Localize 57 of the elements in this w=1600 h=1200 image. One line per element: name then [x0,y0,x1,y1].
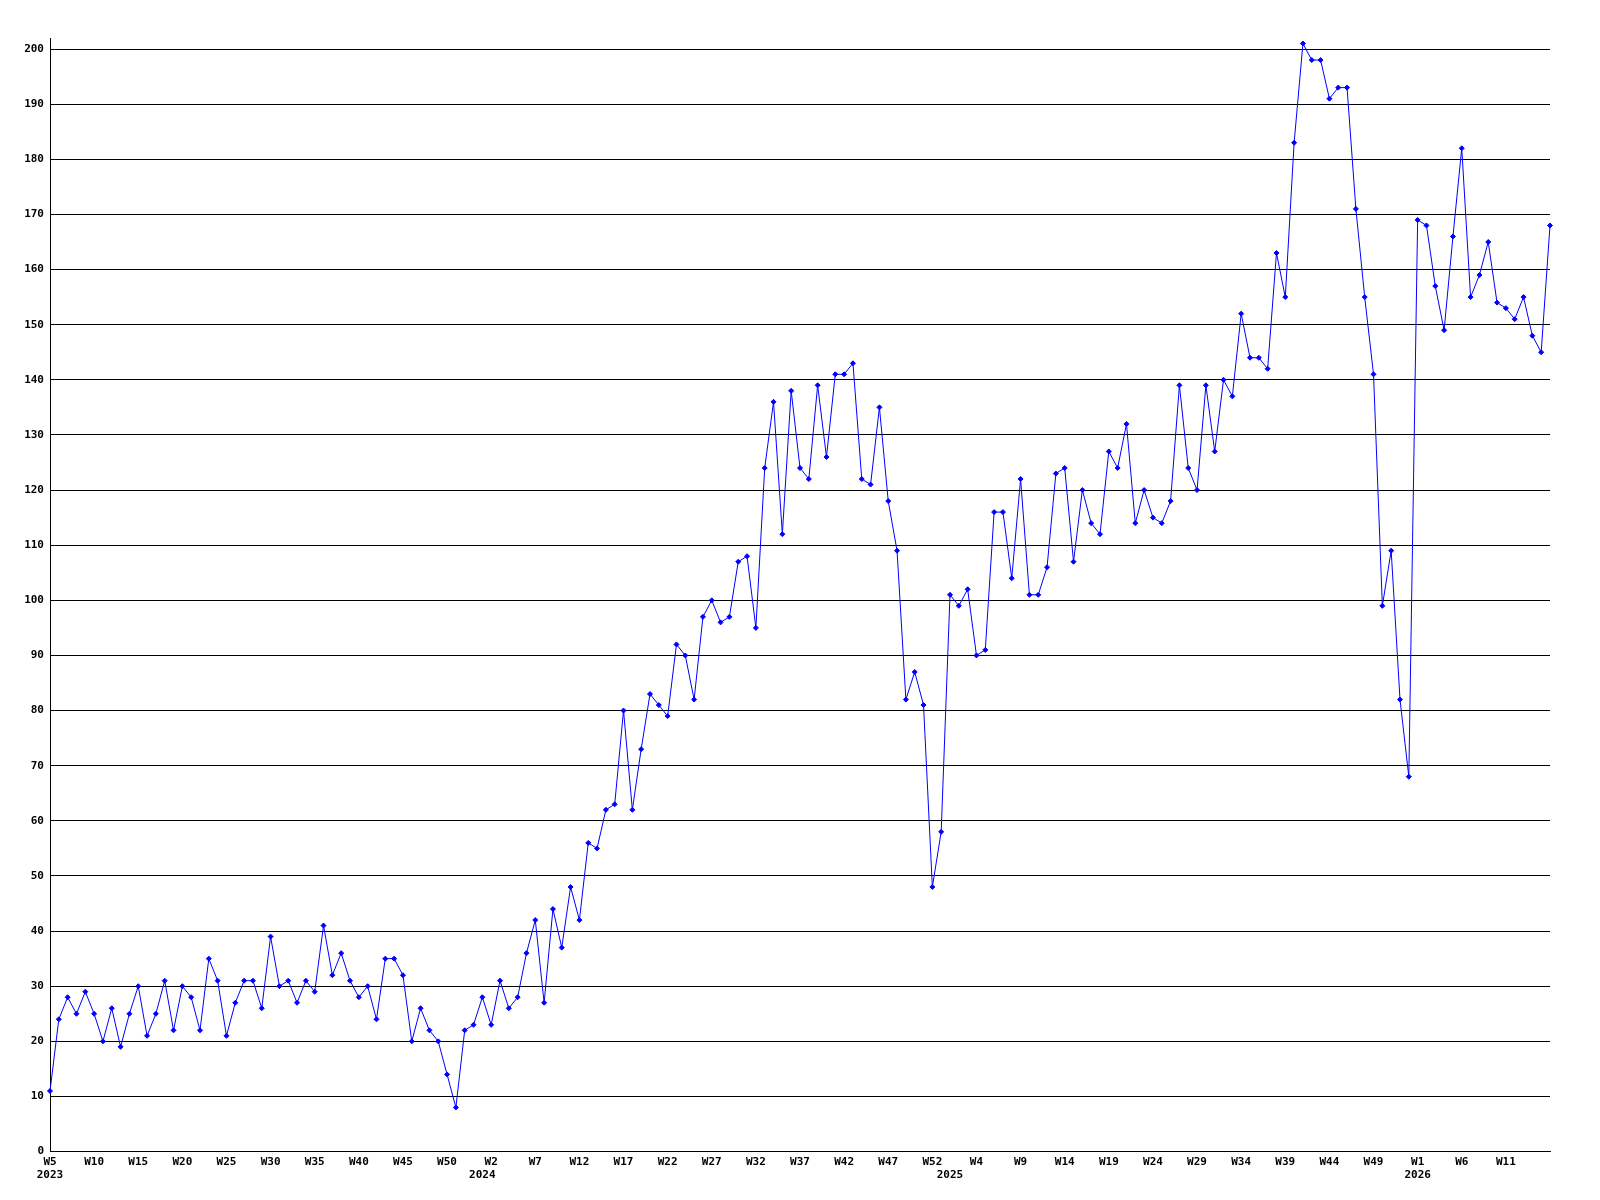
x-tick-label: W29 [1187,1155,1207,1169]
x-tick-label: W47 [878,1155,899,1169]
x-tick-label: W25 [216,1155,237,1169]
x-tick-label: W32 [745,1155,766,1169]
y-tick-label: 110 [24,538,44,552]
y-tick-label: 200 [24,41,44,55]
x-tick-label: W12 [569,1155,590,1169]
x-tick-label: W10 [84,1155,105,1169]
y-tick-label: 60 [30,813,44,827]
x-tick-label: W2 [484,1155,498,1169]
y-tick-label: 50 [30,868,44,882]
y-tick-label: 0 [37,1144,44,1158]
x-tick-label: W24 [1143,1155,1164,1169]
x-tick-label: W11 [1495,1155,1517,1169]
x-tick-label: W17 [613,1155,634,1169]
y-tick-label: 40 [30,923,44,937]
x-tick-label: W14 [1054,1155,1076,1169]
x-tick-label: W19 [1098,1155,1119,1169]
y-tick-label: 80 [30,703,44,717]
y-tick-label: 180 [24,152,44,166]
x-tick-label: W35 [304,1155,325,1169]
x-tick-label: W4 [969,1155,984,1169]
y-tick-label: 20 [30,1034,44,1048]
x-tick-label: W27 [701,1155,722,1169]
y-tick-label: 150 [24,317,44,331]
x-tick-label: W40 [348,1155,369,1169]
x-tick-label: W39 [1275,1155,1296,1169]
x-tick-label: W22 [657,1155,678,1169]
x-tick-label: W52 [922,1155,943,1169]
x-tick-label: W1 2026 [1404,1155,1432,1182]
x-tick-label: W9 [1013,1155,1028,1169]
x-tick-label: W34 [1231,1155,1252,1169]
x-tick-label: W44 [1319,1155,1340,1169]
x-tick-label: W49 [1363,1155,1384,1169]
y-tick-label: 30 [30,979,44,993]
x-tick-label: W15 [128,1155,149,1169]
y-tick-label: 70 [30,758,44,772]
x-tick-label: W20 [172,1155,193,1169]
x-tick-label: W30 [260,1155,281,1169]
y-tick-label: 170 [24,207,44,221]
x-tick-label: W7 [528,1155,542,1169]
y-tick-label: 100 [24,593,44,607]
x-tick-label: W5 2023 [36,1155,64,1182]
y-tick-label: 190 [24,97,44,111]
x-tick-label: W45 [393,1155,413,1169]
x-tick-label: W37 [790,1155,810,1169]
y-tick-label: 90 [30,648,44,662]
x-tick-label: W42 [834,1155,855,1169]
x-tick-label: 2025 [936,1168,964,1182]
y-tick-label: 120 [24,482,44,496]
y-tick-label: 140 [24,372,44,386]
x-tick-label: 2024 [469,1168,496,1182]
x-tick-label: W6 [1455,1155,1469,1169]
y-tick-label: 130 [24,427,44,441]
y-tick-label: 160 [24,262,44,276]
x-tick-label: W50 [437,1155,457,1169]
y-tick-label: 10 [30,1089,44,1103]
